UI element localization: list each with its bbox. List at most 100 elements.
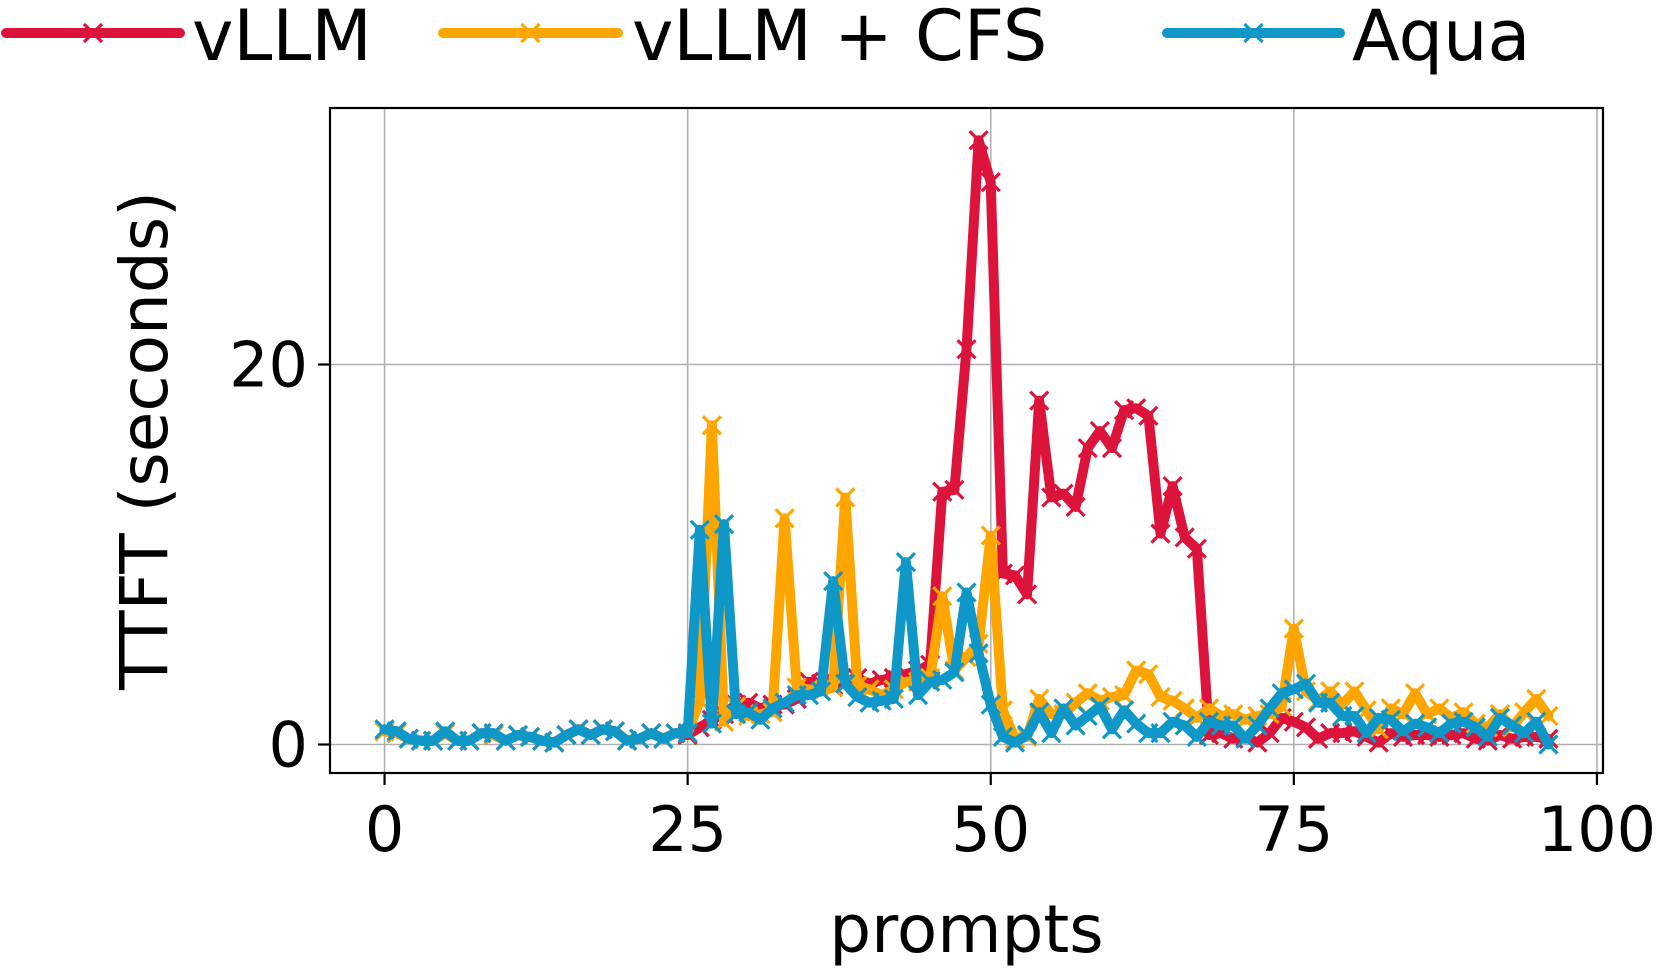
series-vllm-cfs: [374, 415, 1559, 753]
data-point: [544, 732, 565, 753]
data-point: [1162, 690, 1183, 711]
data-point: [1429, 722, 1450, 744]
data-point: [1138, 664, 1159, 685]
data-point: [653, 728, 674, 749]
legend-label: vLLM: [192, 0, 372, 77]
data-point: [968, 643, 989, 664]
y-tick-label: 20: [229, 329, 308, 402]
y-axis-label: TTFT (seconds): [106, 191, 183, 691]
data-point: [1247, 715, 1268, 736]
data-point: [980, 525, 1001, 546]
data-point: [968, 130, 989, 151]
data-point: [1150, 686, 1171, 708]
x-tick-label: 50: [951, 793, 1030, 866]
data-point: [422, 730, 444, 751]
x-tick-label: 75: [1254, 793, 1333, 866]
grid-lines: [330, 108, 1603, 773]
data-point: [895, 551, 917, 573]
data-point: [483, 722, 504, 744]
legend-item-vllm: vLLM: [1, 0, 372, 77]
x-tick-label: 0: [365, 793, 404, 866]
data-point: [701, 415, 723, 436]
data-point: [701, 713, 723, 734]
data-point: [1126, 713, 1147, 734]
data-point: [932, 669, 953, 691]
data-point: [1065, 715, 1086, 736]
data-point: [1453, 711, 1474, 732]
data-point: [992, 726, 1014, 748]
plot-frame: [328, 106, 1605, 775]
legend-marker: [82, 22, 104, 44]
data-point: [1089, 696, 1110, 717]
data-point: [1004, 732, 1026, 753]
data-point: [762, 698, 783, 719]
data-point: [823, 570, 844, 592]
data-point: [1344, 705, 1365, 727]
data-point: [823, 677, 844, 698]
data-point: [1295, 673, 1317, 694]
legend-item-vllm-cfs: vLLM + CFS: [438, 0, 1047, 77]
data-point: [713, 513, 735, 535]
data-point: [1307, 728, 1329, 749]
data-point: [1489, 707, 1511, 729]
data-point: [1186, 726, 1207, 748]
y-tick-label: 0: [269, 709, 308, 782]
data-point: [932, 586, 953, 607]
data-point: [1089, 420, 1110, 442]
data-point: [1526, 711, 1547, 732]
data-point: [1283, 711, 1304, 732]
data-point: [798, 684, 820, 706]
data-point: [1138, 405, 1159, 426]
data-point: [1029, 702, 1050, 723]
data-point: [580, 724, 601, 746]
data-point: [556, 724, 577, 746]
series-aqua: [374, 513, 1559, 755]
data-point: [689, 519, 710, 540]
data-point: [1150, 523, 1171, 544]
data-point: [738, 702, 759, 723]
data-point: [883, 688, 904, 710]
data-point: [641, 722, 662, 744]
data-point: [495, 730, 516, 751]
data-point: [604, 721, 626, 742]
data-point: [1417, 717, 1438, 738]
data-point: [1126, 660, 1147, 681]
data-point: [1041, 722, 1062, 744]
data-point: [1271, 683, 1292, 704]
data-point: [519, 726, 541, 748]
data-point: [1465, 717, 1486, 738]
data-point: [1429, 698, 1450, 719]
legend-item-aqua: Aqua: [1162, 0, 1530, 77]
data-point: [980, 171, 1001, 193]
series-line-vllm-cfs: [379, 420, 1554, 748]
data-point: [956, 339, 977, 360]
data-point: [1126, 398, 1147, 419]
data-point: [1065, 496, 1086, 518]
data-point: [944, 479, 965, 501]
data-point: [980, 694, 1001, 715]
data-point: [774, 692, 795, 713]
plot-series: [374, 130, 1559, 755]
data-point: [1501, 715, 1523, 736]
data-point: [1004, 565, 1026, 586]
legend-marker: [1243, 22, 1264, 44]
data-point: [1404, 683, 1426, 704]
data-point: [1113, 684, 1135, 706]
data-point: [1198, 711, 1220, 732]
data-point: [1053, 698, 1074, 719]
data-point: [1029, 390, 1050, 411]
data-point: [1283, 679, 1304, 700]
data-point: [1404, 713, 1426, 734]
data-point: [774, 508, 795, 529]
data-point: [1162, 475, 1183, 497]
axis-ticks: 0 25 50 75 100 0 20: [229, 329, 1656, 867]
data-point: [1077, 705, 1098, 727]
data-point: [1016, 584, 1038, 605]
data-point: [1259, 698, 1280, 719]
data-point: [1077, 437, 1098, 459]
legend: vLLM vLLM + CFS Aqua: [1, 0, 1530, 77]
data-point: [1101, 437, 1123, 459]
data-point: [1186, 538, 1207, 559]
data-point: [1283, 618, 1304, 639]
data-point: [1162, 711, 1183, 732]
